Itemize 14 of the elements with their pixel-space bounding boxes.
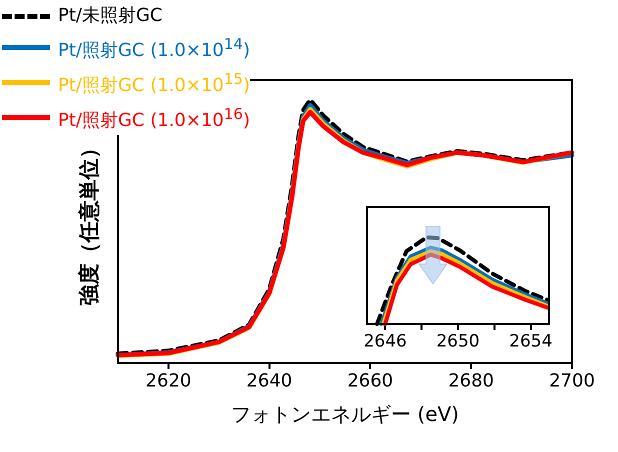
legend-label: Pt/照射GC (1.0×10$^{14}$)	[58, 34, 250, 63]
x-tick-label: 2620	[146, 370, 192, 392]
x-tick-label: 2700	[549, 370, 595, 392]
x-tick-label: 2660	[347, 370, 394, 392]
y-axis-title: 強度（任意単位）	[77, 138, 102, 306]
x-tick-label: 2680	[448, 370, 494, 392]
x-tick-label: 2654	[509, 332, 552, 352]
x-axis-title: フォトンエネルギー (eV)	[231, 402, 459, 426]
x-tick-label: 2646	[364, 332, 407, 352]
x-tick-label: 2650	[436, 332, 480, 352]
legend-label: Pt/照射GC (1.0×10$^{16}$)	[58, 104, 250, 133]
x-tick-label: 2640	[246, 370, 292, 392]
legend-label: Pt/照射GC (1.0×10$^{15}$)	[58, 69, 250, 98]
legend-label: Pt/未照射GC	[58, 4, 162, 28]
